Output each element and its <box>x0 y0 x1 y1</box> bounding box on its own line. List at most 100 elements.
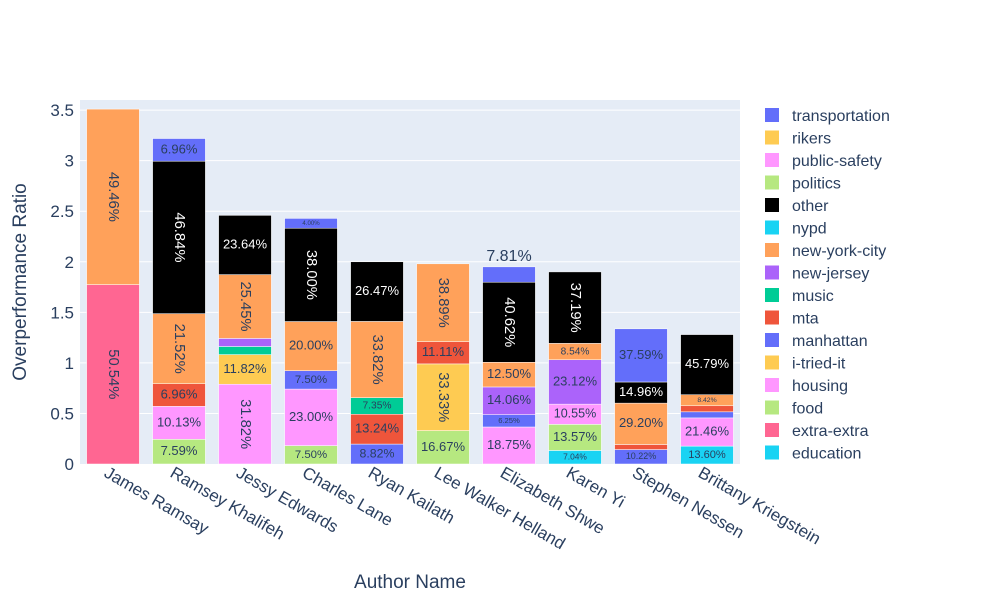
bar-segment-other[interactable] <box>152 160 206 314</box>
bar-segment-other[interactable] <box>284 227 338 322</box>
bar-segment-manhattan[interactable] <box>680 411 734 419</box>
bar-segment-music[interactable] <box>218 346 272 355</box>
legend-item-i-tried-it[interactable]: i-tried-it <box>765 355 846 373</box>
legend[interactable]: transportation rikers public-safety politic… <box>765 108 890 463</box>
bar-segment-mta[interactable] <box>614 444 668 450</box>
bar-segment-new-york-city[interactable] <box>218 274 272 339</box>
bar-segment-new-jersey[interactable] <box>482 386 536 415</box>
y-tick-label: 3.5 <box>50 101 74 120</box>
y-axis: 0 0.5 1 1.5 2 2.5 3 3.5 <box>50 101 74 474</box>
bar-label: 49.46% <box>105 172 121 222</box>
legend-label: education <box>792 446 861 463</box>
bar-segment-i-tried-it[interactable] <box>218 354 272 385</box>
legend-item-new-jersey[interactable]: new-jersey <box>765 265 869 283</box>
bar-segment-other[interactable] <box>350 261 404 322</box>
bar-segment-housing[interactable] <box>680 417 734 447</box>
legend-swatch <box>765 220 779 235</box>
y-tick-label: 2.5 <box>50 202 74 221</box>
legend-swatch <box>765 265 779 280</box>
bar-segment-food[interactable] <box>152 439 206 465</box>
bar-segment-i-tried-it[interactable] <box>416 363 470 431</box>
legend-label: new-jersey <box>792 266 869 283</box>
legend-item-transportation[interactable]: transportation <box>765 108 890 125</box>
legend-item-housing[interactable]: housing <box>765 378 848 395</box>
bar-segment-other[interactable] <box>548 271 602 344</box>
bar-segment-transportation[interactable] <box>152 138 206 162</box>
bar-segment-new-york-city[interactable] <box>350 321 404 398</box>
legend-swatch <box>765 423 779 437</box>
legend-item-new-york-city[interactable]: new-york-city <box>765 243 886 260</box>
bar-segment-food[interactable] <box>416 430 470 465</box>
legend-swatch <box>765 130 779 145</box>
bar-segment-transportation[interactable] <box>482 266 536 283</box>
bar-label: 8.82% <box>360 446 395 460</box>
legend-swatch <box>765 198 779 212</box>
bar-labels: 50.54% 49.46% 7.59% 10.13% 6.96% 21.52% 46.84%… <box>105 141 729 461</box>
bar-segment-new-york-city[interactable] <box>152 313 206 384</box>
legend-item-rikers[interactable]: rikers <box>765 130 831 148</box>
bar-label: 33.33% <box>435 372 451 422</box>
legend-item-extra-extra[interactable]: extra-extra <box>765 423 869 440</box>
bar-label: 21.46% <box>685 423 730 438</box>
y-tick-label: 2 <box>65 253 74 272</box>
bar-label: 7.04% <box>563 451 587 461</box>
bar-segment-mta[interactable] <box>680 405 734 413</box>
bar-segment-new-jersey[interactable] <box>218 338 272 347</box>
bar-label: 7.35% <box>362 401 391 412</box>
legend-swatch <box>765 445 779 460</box>
legend-item-manhattan[interactable]: manhattan <box>765 333 868 350</box>
legend-item-education[interactable]: education <box>765 445 861 463</box>
bar-segment-housing[interactable] <box>284 388 338 446</box>
bar-segment-new-york-city[interactable] <box>614 402 668 445</box>
y-tick-label: 3 <box>65 152 74 171</box>
legend-label: politics <box>792 176 841 193</box>
bars <box>86 108 734 465</box>
y-tick-label: 1 <box>65 354 74 373</box>
legend-label: transportation <box>792 108 890 125</box>
bar-label: 21.52% <box>171 324 187 374</box>
legend-item-mta[interactable]: mta <box>765 310 819 328</box>
bar-label: 11.82% <box>223 361 267 376</box>
legend-item-food[interactable]: food <box>765 400 823 418</box>
bar-segment-mta[interactable] <box>350 414 404 445</box>
bar-segment-transportation[interactable] <box>614 328 668 383</box>
bar-label: 46.84% <box>171 212 187 262</box>
legend-item-nypd[interactable]: nypd <box>765 220 827 238</box>
legend-item-politics[interactable]: politics <box>765 175 841 193</box>
legend-label: food <box>792 401 823 418</box>
bar-segment-housing[interactable] <box>218 383 272 465</box>
legend-swatch <box>765 400 779 415</box>
bar-segment-new-york-city[interactable] <box>86 108 140 285</box>
bar-label: 11.11% <box>422 344 465 359</box>
legend-item-music[interactable]: music <box>765 288 834 305</box>
bar-label: 7.50% <box>295 374 327 386</box>
x-tick-label: Ramsey Khalifeh <box>167 463 288 544</box>
bar-segment-new-york-city[interactable] <box>416 263 470 342</box>
legend-label: manhattan <box>792 333 868 350</box>
legend-label: rikers <box>792 131 831 148</box>
bar-label: 13.57% <box>553 429 598 444</box>
bar-segment-housing[interactable] <box>152 406 206 440</box>
bar-label: 13.24% <box>355 421 400 436</box>
bar-label: 23.00% <box>289 409 334 424</box>
legend-item-public-safety[interactable]: public-safety <box>765 153 882 170</box>
bar-label: 37.19% <box>567 283 583 333</box>
bar-label: 50.54% <box>105 349 121 399</box>
bar-segment-other[interactable] <box>482 281 536 363</box>
y-tick-label: 0.5 <box>50 404 74 423</box>
bar-label: 10.22% <box>626 451 656 461</box>
bar-segment-transportation[interactable] <box>284 218 338 229</box>
bar-segment-housing[interactable] <box>482 426 536 465</box>
bar-label: 14.96% <box>619 384 664 399</box>
legend-label: other <box>792 198 829 215</box>
bar-segment-new-jersey[interactable] <box>548 359 602 405</box>
bar-label: 23.12% <box>553 373 598 388</box>
legend-item-other[interactable]: other <box>765 198 829 215</box>
bar-label: 31.82% <box>237 399 253 449</box>
bar-label: 8.54% <box>561 346 590 357</box>
bar-segment-other[interactable] <box>218 215 272 275</box>
bar-segment-other[interactable] <box>680 334 734 395</box>
bar-label: 6.25% <box>498 416 520 425</box>
